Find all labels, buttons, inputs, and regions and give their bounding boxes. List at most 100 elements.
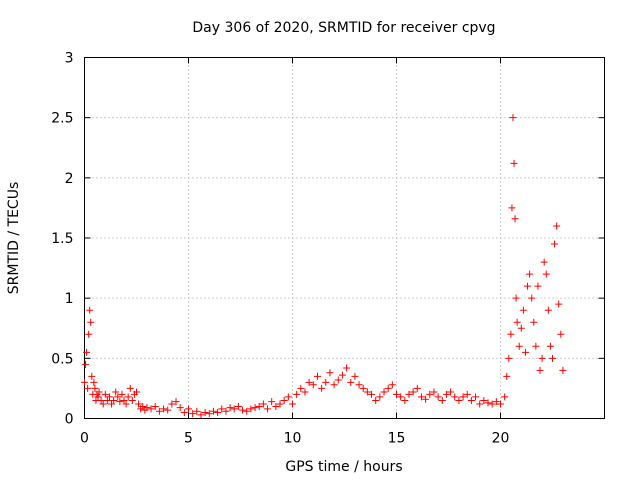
- data-point: [81, 378, 88, 386]
- data-point: [87, 318, 95, 326]
- data-point: [388, 381, 396, 389]
- data-point: [168, 400, 176, 408]
- data-point: [510, 159, 518, 167]
- data-point: [99, 400, 107, 408]
- data-point: [97, 396, 105, 404]
- data-point: [509, 114, 517, 122]
- data-point: [542, 270, 550, 278]
- data-point: [538, 354, 546, 362]
- data-point: [409, 388, 417, 396]
- data-point: [480, 396, 488, 404]
- data-point: [351, 372, 359, 380]
- data-point: [544, 306, 552, 314]
- data-point: [289, 400, 296, 408]
- y-tick-label: 1: [65, 291, 74, 307]
- data-point: [126, 384, 134, 392]
- data-point: [326, 369, 334, 377]
- data-point: [143, 404, 151, 412]
- y-tick-label: 0: [65, 412, 74, 428]
- data-point: [90, 378, 98, 386]
- data-point: [218, 405, 226, 413]
- data-point: [459, 393, 467, 401]
- data-point: [120, 396, 128, 404]
- x-tick-label: 10: [284, 431, 302, 447]
- chart-title: Day 306 of 2020, SRMTID for receiver cpv…: [192, 20, 495, 36]
- data-point: [397, 393, 405, 401]
- data-point: [122, 400, 130, 408]
- data-point: [124, 393, 132, 401]
- axis-ticks: 0 5 10 15 20 0 0.5 1 1.5 2 2.5 3: [51, 51, 605, 447]
- data-point: [239, 406, 247, 414]
- data-point: [497, 400, 504, 408]
- data-point: [226, 404, 234, 412]
- y-tick-label: 0.5: [51, 351, 73, 367]
- data-point: [114, 393, 122, 401]
- data-point: [118, 390, 126, 398]
- data-point: [176, 404, 184, 412]
- grid-lines: [84, 57, 605, 419]
- data-point: [133, 388, 140, 396]
- data-point: [363, 388, 371, 396]
- data-point: [380, 388, 388, 396]
- data-point: [222, 407, 230, 415]
- data-point: [84, 384, 92, 392]
- data-points: [81, 114, 567, 419]
- data-point: [557, 330, 565, 338]
- data-point: [515, 342, 523, 350]
- data-point: [293, 390, 301, 398]
- data-point: [193, 407, 201, 415]
- data-point: [155, 407, 163, 415]
- data-point: [508, 204, 516, 212]
- data-point: [426, 390, 434, 398]
- data-point: [422, 395, 430, 403]
- data-point: [280, 396, 288, 404]
- data-point: [359, 384, 367, 392]
- data-point: [551, 240, 559, 248]
- data-point: [95, 388, 103, 396]
- data-point: [264, 405, 272, 413]
- data-point: [447, 388, 455, 396]
- y-tick-label: 2.5: [51, 111, 73, 127]
- data-point: [112, 388, 120, 396]
- x-tick-label: 20: [492, 431, 510, 447]
- data-point: [313, 372, 321, 380]
- data-point: [472, 393, 480, 401]
- data-point: [139, 402, 147, 410]
- data-point: [532, 342, 540, 350]
- data-point: [101, 390, 109, 398]
- data-point: [384, 384, 392, 392]
- y-tick-label: 1.5: [51, 231, 73, 247]
- data-point: [209, 407, 217, 415]
- data-point: [301, 388, 309, 396]
- x-tick-label: 0: [80, 431, 89, 447]
- data-point: [521, 348, 529, 356]
- data-point: [297, 384, 305, 392]
- data-point: [259, 400, 267, 408]
- data-point: [503, 372, 511, 380]
- data-point: [330, 381, 338, 389]
- data-point: [528, 294, 536, 302]
- data-point: [284, 393, 292, 401]
- data-point: [105, 393, 113, 401]
- data-point: [214, 408, 222, 416]
- data-point: [507, 330, 515, 338]
- data-point: [559, 366, 567, 374]
- data-point: [519, 306, 527, 314]
- data-point: [549, 354, 556, 362]
- y-axis-label: SRMTID / TECUs: [6, 182, 22, 295]
- data-point: [524, 282, 532, 290]
- data-point: [88, 372, 96, 380]
- y-tick-label: 3: [65, 51, 74, 67]
- data-point: [467, 396, 475, 404]
- x-axis-label: GPS time / hours: [285, 459, 402, 475]
- data-point: [372, 396, 380, 404]
- data-point: [276, 400, 284, 408]
- data-point: [517, 324, 525, 332]
- x-tick-label: 5: [184, 431, 193, 447]
- data-point: [442, 390, 450, 398]
- y-tick-label: 2: [65, 171, 74, 187]
- data-point: [511, 215, 519, 223]
- data-point: [434, 393, 442, 401]
- data-point: [135, 400, 143, 408]
